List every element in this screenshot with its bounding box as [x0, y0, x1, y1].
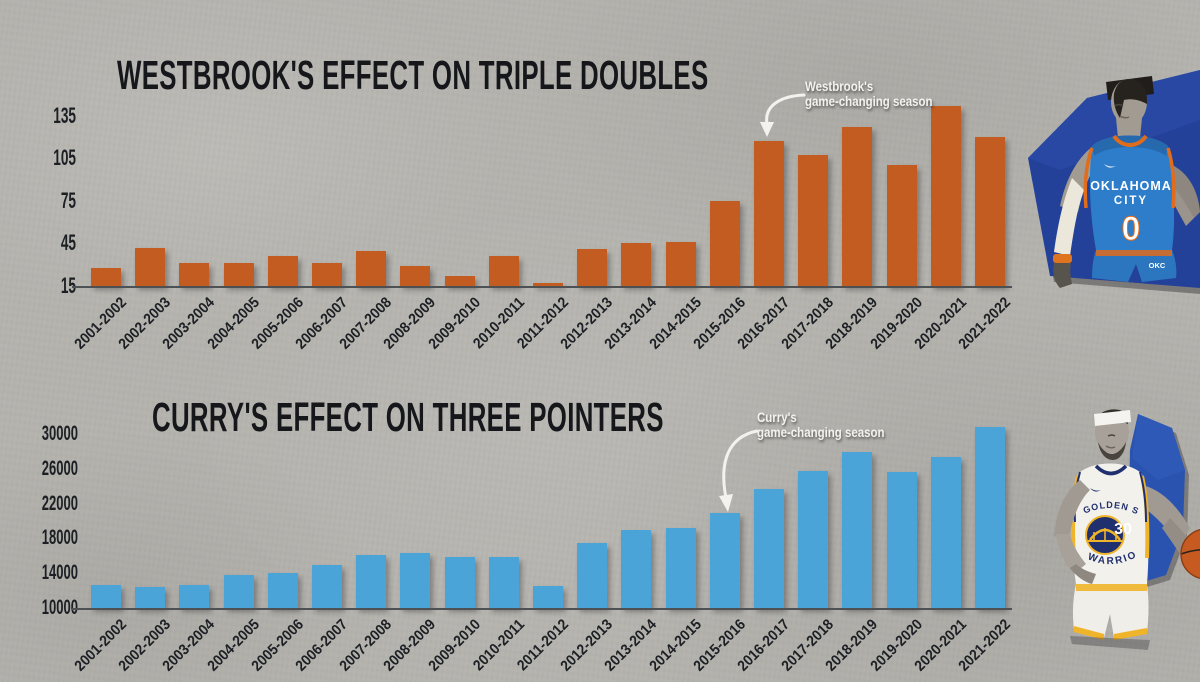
bar-2017-2018: [798, 155, 829, 286]
curry-photo: GOLDEN STATE WARRIORS 30: [1020, 388, 1200, 650]
bar-2021-2022: [975, 136, 1005, 286]
chart-title-westbrook: WESTBROOK'S EFFECT ON TRIPLE DOUBLES: [117, 52, 709, 99]
bar-2017-2018: [798, 470, 829, 608]
westbrook-jersey: [1089, 135, 1175, 250]
bar-2012-2013: [577, 249, 608, 286]
bar-2016-2017: [754, 141, 784, 286]
bar-2001-2002: [91, 267, 121, 286]
bar-2012-2013: [577, 542, 608, 608]
bar-2008-2009: [400, 553, 431, 608]
y-tick-label: 45: [60, 230, 76, 256]
curry-headband: [1094, 410, 1131, 426]
bar-2020-2021: [930, 105, 961, 286]
bar-2007-2008: [356, 554, 387, 608]
bar-2010-2011: [488, 256, 519, 286]
annotation-westbrook-line2: game-changing season: [805, 93, 933, 109]
westbrook-photo: OKLAHOMA CITY 0 OKC: [1028, 70, 1200, 294]
westbrook-jersey-city-line1: OKLAHOMA: [1090, 179, 1172, 193]
bar-2010-2011: [488, 556, 519, 608]
y-tick-label: 14000: [41, 561, 78, 585]
annotation-curry: Curry's game-changing season: [757, 410, 885, 440]
bar-2013-2014: [621, 243, 652, 286]
y-tick-label: 18000: [41, 526, 78, 550]
westbrook-shorts: [1092, 250, 1177, 282]
annotation-arrow-westbrook: [760, 93, 806, 137]
annotation-curry-line1: Curry's: [757, 410, 797, 425]
bar-2004-2005: [223, 263, 254, 286]
y-tick-label: 10000: [41, 596, 78, 619]
curry-jersey-number: 30: [1114, 521, 1132, 538]
bar-2009-2010: [444, 556, 475, 608]
westbrook-jersey-city-line2: CITY: [1114, 195, 1148, 207]
y-tick-label: 75: [60, 187, 76, 213]
bar-2002-2003: [135, 247, 166, 286]
y-tick-label: 105: [53, 145, 76, 171]
bar-2018-2019: [842, 126, 873, 286]
annotation-westbrook-line1: Westbrook's: [805, 79, 874, 94]
bar-2004-2005: [223, 574, 254, 608]
bar-2007-2008: [356, 250, 387, 286]
westbrook-jersey-number: 0: [1122, 210, 1141, 248]
bar-2014-2015: [665, 527, 696, 608]
bar-2005-2006: [267, 256, 298, 286]
bar-2019-2020: [886, 472, 917, 608]
bar-2015-2016: [709, 513, 740, 608]
bar-2001-2002: [91, 584, 121, 608]
curry-beard: [1098, 442, 1126, 460]
bar-2005-2006: [267, 573, 298, 608]
bar-2018-2019: [842, 452, 873, 608]
bar-2006-2007: [312, 565, 342, 608]
y-tick-label: 15: [60, 273, 76, 298]
basketball: [1181, 529, 1200, 579]
y-tick-label: 22000: [41, 491, 78, 515]
westbrook-shorts-label: OKC: [1149, 261, 1166, 270]
curry-shorts: [1072, 584, 1149, 638]
y-tick-label: 26000: [41, 456, 78, 480]
bar-2011-2012: [533, 283, 563, 286]
y-tick-label: 135: [53, 102, 76, 128]
bar-2003-2004: [179, 263, 210, 286]
x-axis-line: [72, 286, 1012, 288]
annotation-arrow-curry: [719, 429, 759, 512]
bar-2006-2007: [312, 263, 342, 286]
bar-2002-2003: [135, 587, 166, 608]
bar-2011-2012: [533, 586, 563, 608]
bar-2008-2009: [400, 266, 431, 286]
bar-2014-2015: [665, 241, 696, 286]
annotation-curry-line2: game-changing season: [757, 424, 885, 440]
bar-2015-2016: [709, 200, 740, 286]
y-tick-label: 30000: [41, 422, 78, 445]
annotation-westbrook: Westbrook's game-changing season: [805, 79, 933, 109]
bar-2009-2010: [444, 276, 475, 286]
bar-2013-2014: [621, 529, 652, 608]
bar-2020-2021: [930, 456, 961, 608]
bar-2019-2020: [886, 165, 917, 286]
x-axis-line: [72, 608, 1012, 610]
bar-2003-2004: [179, 585, 210, 608]
bar-2021-2022: [975, 427, 1005, 608]
chart-title-curry: CURRY'S EFFECT ON THREE POINTERS: [152, 394, 664, 441]
bar-2016-2017: [754, 488, 784, 608]
